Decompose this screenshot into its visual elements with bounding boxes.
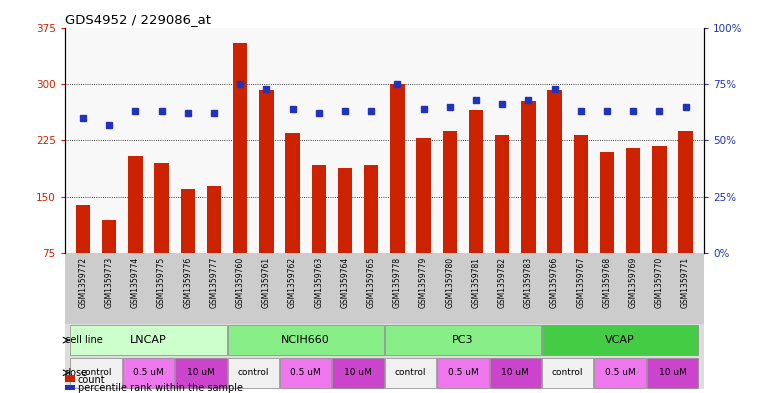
Text: GSM1359779: GSM1359779 <box>419 257 428 308</box>
Text: count: count <box>78 375 105 386</box>
Bar <box>102 220 116 253</box>
Text: control: control <box>237 368 269 377</box>
Text: 10 uM: 10 uM <box>501 368 529 377</box>
Text: 10 uM: 10 uM <box>344 368 372 377</box>
Text: GSM1359769: GSM1359769 <box>629 257 638 308</box>
Text: GSM1359782: GSM1359782 <box>498 257 507 308</box>
Text: GSM1359760: GSM1359760 <box>236 257 245 308</box>
Text: GSM1359761: GSM1359761 <box>262 257 271 308</box>
Text: dose: dose <box>65 368 88 378</box>
Bar <box>547 90 562 253</box>
Text: 0.5 uM: 0.5 uM <box>447 368 478 377</box>
Bar <box>443 131 457 253</box>
Text: GSM1359780: GSM1359780 <box>445 257 454 308</box>
Bar <box>594 358 646 388</box>
Text: PC3: PC3 <box>452 335 473 345</box>
Text: VCAP: VCAP <box>605 335 635 345</box>
Bar <box>574 135 588 253</box>
Text: control: control <box>552 368 584 377</box>
Text: GSM1359764: GSM1359764 <box>340 257 349 308</box>
Text: percentile rank within the sample: percentile rank within the sample <box>78 383 243 393</box>
Bar <box>385 325 541 355</box>
Text: GSM1359774: GSM1359774 <box>131 257 140 308</box>
Text: GSM1359781: GSM1359781 <box>472 257 480 308</box>
Text: 10 uM: 10 uM <box>658 368 686 377</box>
Bar <box>495 135 509 253</box>
Text: GSM1359766: GSM1359766 <box>550 257 559 308</box>
Bar <box>542 358 594 388</box>
Text: GSM1359775: GSM1359775 <box>157 257 166 308</box>
Bar <box>260 90 274 253</box>
Text: 0.5 uM: 0.5 uM <box>291 368 321 377</box>
Bar <box>626 148 641 253</box>
Text: NCIH660: NCIH660 <box>282 335 330 345</box>
Text: GSM1359776: GSM1359776 <box>183 257 193 308</box>
Text: GSM1359777: GSM1359777 <box>209 257 218 308</box>
Text: GSM1359767: GSM1359767 <box>576 257 585 308</box>
Text: 0.5 uM: 0.5 uM <box>133 368 164 377</box>
Bar <box>364 165 378 253</box>
Bar <box>280 358 331 388</box>
Text: GDS4952 / 229086_at: GDS4952 / 229086_at <box>65 13 211 26</box>
Text: cell line: cell line <box>65 335 103 345</box>
Bar <box>71 358 122 388</box>
Bar <box>338 168 352 253</box>
Text: GSM1359783: GSM1359783 <box>524 257 533 308</box>
Bar <box>390 84 405 253</box>
Bar <box>542 325 698 355</box>
Bar <box>385 358 436 388</box>
Bar <box>228 358 279 388</box>
Bar <box>416 138 431 253</box>
Bar <box>600 152 614 253</box>
Text: GSM1359765: GSM1359765 <box>367 257 376 308</box>
Bar <box>438 358 489 388</box>
Bar <box>128 156 142 253</box>
Text: LNCAP: LNCAP <box>130 335 167 345</box>
Text: control: control <box>395 368 426 377</box>
Bar <box>207 185 221 253</box>
Text: GSM1359763: GSM1359763 <box>314 257 323 308</box>
Bar <box>76 204 91 253</box>
Bar <box>652 146 667 253</box>
Bar <box>521 101 536 253</box>
Text: 0.5 uM: 0.5 uM <box>605 368 635 377</box>
Bar <box>311 165 326 253</box>
Text: 10 uM: 10 uM <box>187 368 215 377</box>
Bar <box>647 358 698 388</box>
Text: GSM1359770: GSM1359770 <box>655 257 664 308</box>
Text: GSM1359768: GSM1359768 <box>603 257 612 308</box>
Text: GSM1359762: GSM1359762 <box>288 257 297 308</box>
Text: GSM1359771: GSM1359771 <box>681 257 690 308</box>
Bar <box>154 163 169 253</box>
Bar <box>71 325 227 355</box>
Bar <box>489 358 541 388</box>
Text: GSM1359772: GSM1359772 <box>78 257 88 308</box>
Text: GSM1359773: GSM1359773 <box>105 257 113 308</box>
Bar <box>233 42 247 253</box>
Bar <box>180 189 195 253</box>
Text: GSM1359778: GSM1359778 <box>393 257 402 308</box>
Bar <box>123 358 174 388</box>
Bar <box>175 358 227 388</box>
Bar <box>678 131 693 253</box>
Bar <box>333 358 384 388</box>
Bar <box>285 133 300 253</box>
Bar <box>469 110 483 253</box>
Text: control: control <box>81 368 112 377</box>
Bar <box>228 325 384 355</box>
